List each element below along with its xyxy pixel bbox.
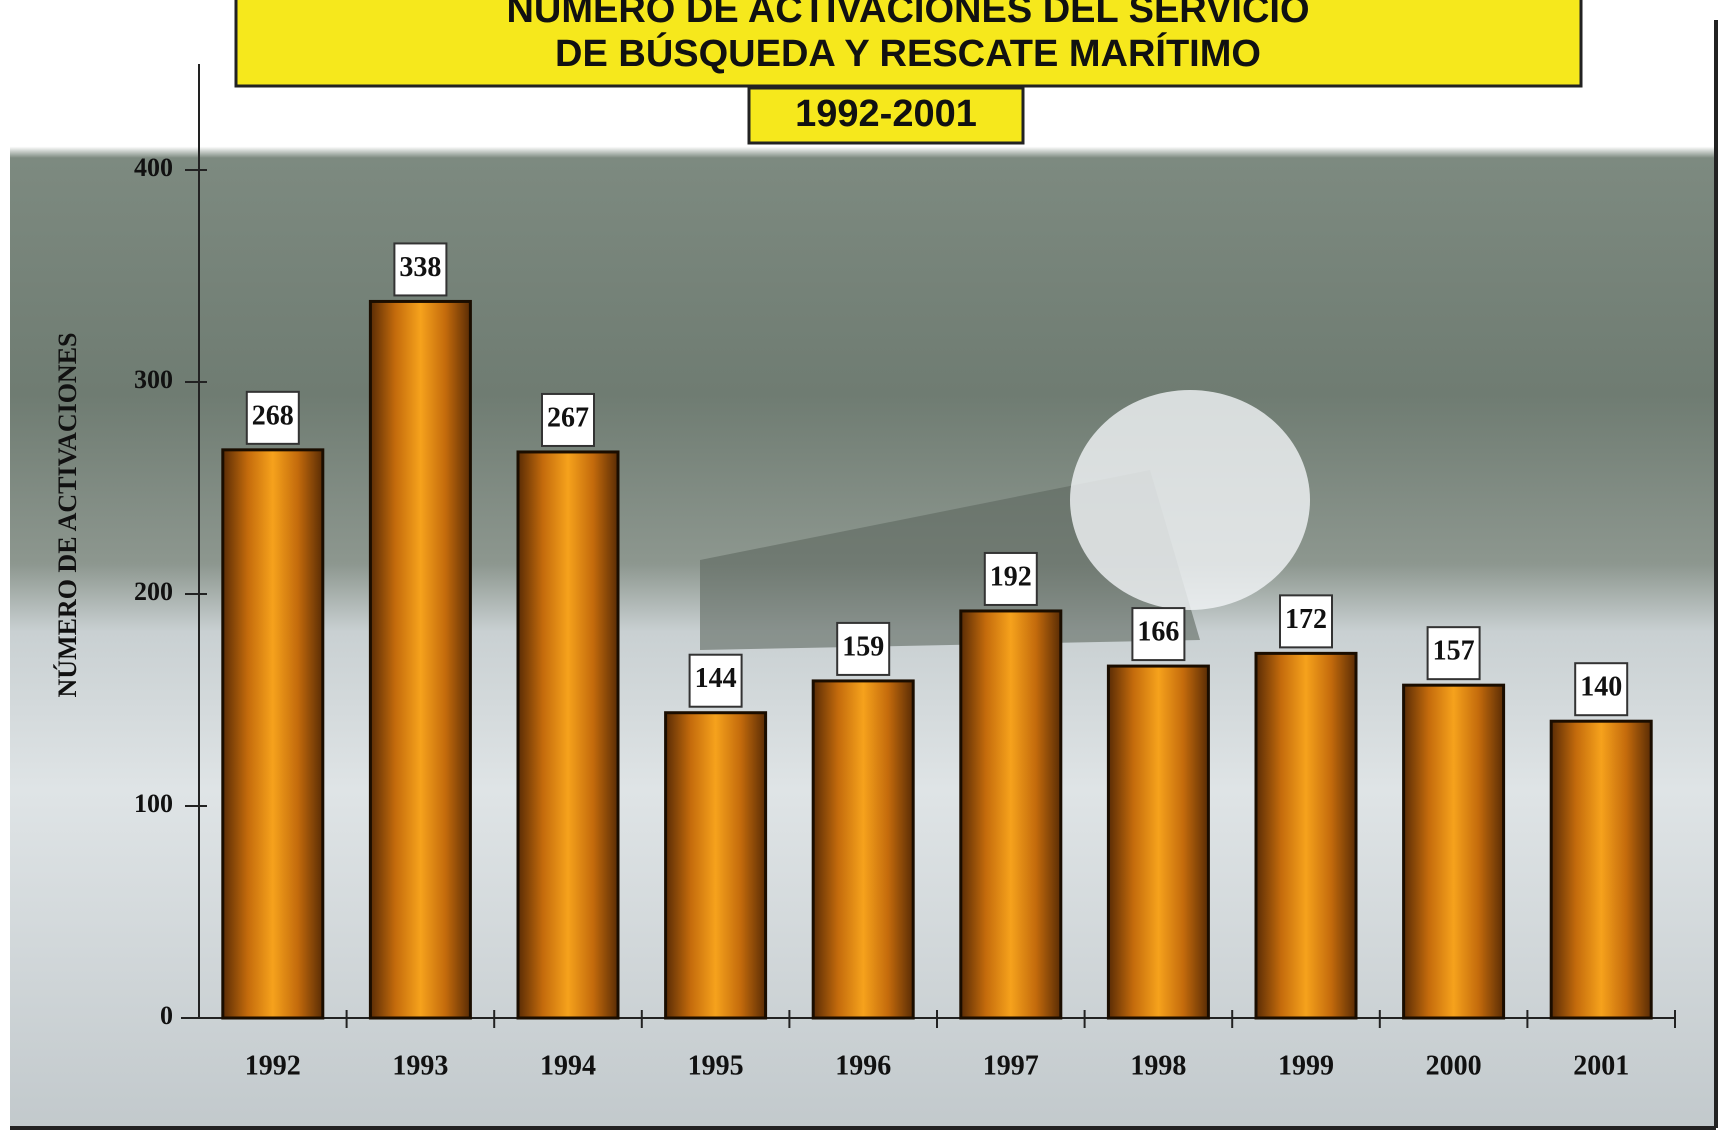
- x-tick-label: 1995: [688, 1050, 744, 1081]
- y-tick-label: 0: [160, 1001, 173, 1030]
- value-label: 144: [695, 663, 737, 694]
- wave-splash: [1070, 390, 1310, 610]
- chart-title: DE BÚSQUEDA Y RESCATE MARÍTIMO: [555, 31, 1261, 75]
- value-label: 166: [1137, 617, 1179, 648]
- y-tick-label: 400: [134, 153, 173, 182]
- value-label-box: [393, 242, 448, 297]
- value-label: 140: [1580, 672, 1622, 703]
- title-box: [234, 0, 1583, 88]
- x-tick-label: 1998: [1130, 1050, 1186, 1081]
- x-tick-label: 2000: [1426, 1050, 1482, 1081]
- value-label: 192: [990, 561, 1032, 592]
- y-tick-label: 100: [134, 789, 173, 818]
- value-label: 268: [252, 400, 294, 431]
- bar: [664, 711, 768, 1020]
- chart-title: NÚMERO DE ACTIVACIONES DEL SERVICIO: [506, 0, 1309, 31]
- value-label: 338: [399, 252, 441, 283]
- x-tick-label: 1993: [392, 1050, 448, 1081]
- value-label-box: [688, 653, 743, 708]
- bar: [1106, 664, 1210, 1020]
- value-label-box: [245, 390, 300, 445]
- x-tick-label: 1996: [835, 1050, 891, 1081]
- bar: [1254, 651, 1358, 1020]
- value-label-box: [1131, 607, 1186, 662]
- value-label: 267: [547, 402, 589, 433]
- y-tick-label: 200: [134, 577, 173, 606]
- value-label: 172: [1285, 604, 1327, 635]
- x-tick-label: 2001: [1573, 1050, 1629, 1081]
- x-tick-label: 1997: [983, 1050, 1039, 1081]
- value-label: 157: [1433, 636, 1475, 667]
- x-tick-label: 1994: [540, 1050, 596, 1081]
- y-axis-label: NÚMERO DE ACTIVACIONES: [53, 332, 82, 697]
- bar: [811, 679, 915, 1020]
- x-tick-label: 1999: [1278, 1050, 1334, 1081]
- bar: [368, 299, 472, 1020]
- bar: [1549, 719, 1653, 1020]
- bar: [959, 609, 1063, 1020]
- value-label-box: [541, 392, 595, 447]
- value-label-box: [1426, 626, 1481, 681]
- bar: [516, 450, 620, 1020]
- bar: [221, 448, 325, 1020]
- value-label-box: [983, 551, 1038, 606]
- value-label-box: [1279, 594, 1333, 649]
- value-label-box: [836, 621, 891, 676]
- value-label: 159: [842, 631, 884, 662]
- chart-subtitle: 1992-2001: [795, 93, 977, 135]
- subtitle-box: [747, 86, 1025, 145]
- bar: [1402, 683, 1506, 1020]
- value-label-box: [1574, 662, 1629, 717]
- x-tick-label: 1992: [245, 1050, 301, 1081]
- y-tick-label: 300: [134, 365, 173, 394]
